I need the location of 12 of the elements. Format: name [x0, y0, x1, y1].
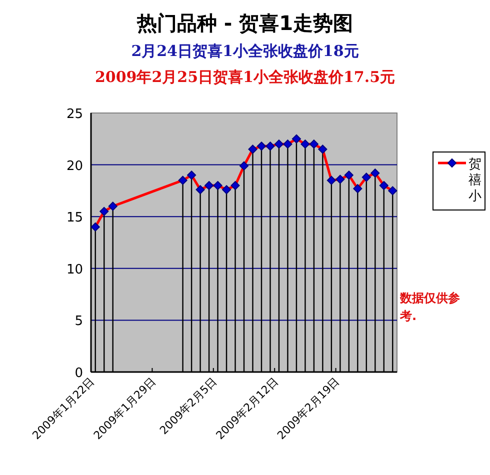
text: 数据仅供参考.: [399, 291, 460, 323]
y-tick-label: 10: [66, 262, 83, 278]
legend: 贺禧小: [432, 152, 486, 210]
y-tick-label: 5: [74, 314, 83, 330]
text: 2009年2月25日贺喜1小全张收盘价17.5元: [94, 68, 396, 86]
legend-label: 贺禧小: [468, 157, 482, 204]
chart-title: 热门品种 - 贺喜1走势图: [136, 11, 354, 35]
y-tick-label: 15: [66, 210, 83, 226]
y-tick-label: 25: [66, 107, 83, 122]
y-tick-label: 20: [66, 158, 83, 174]
y-tick-label: 0: [74, 366, 83, 381]
chart-subtitle: 2月24日贺喜1小全张收盘价18元: [131, 42, 359, 60]
